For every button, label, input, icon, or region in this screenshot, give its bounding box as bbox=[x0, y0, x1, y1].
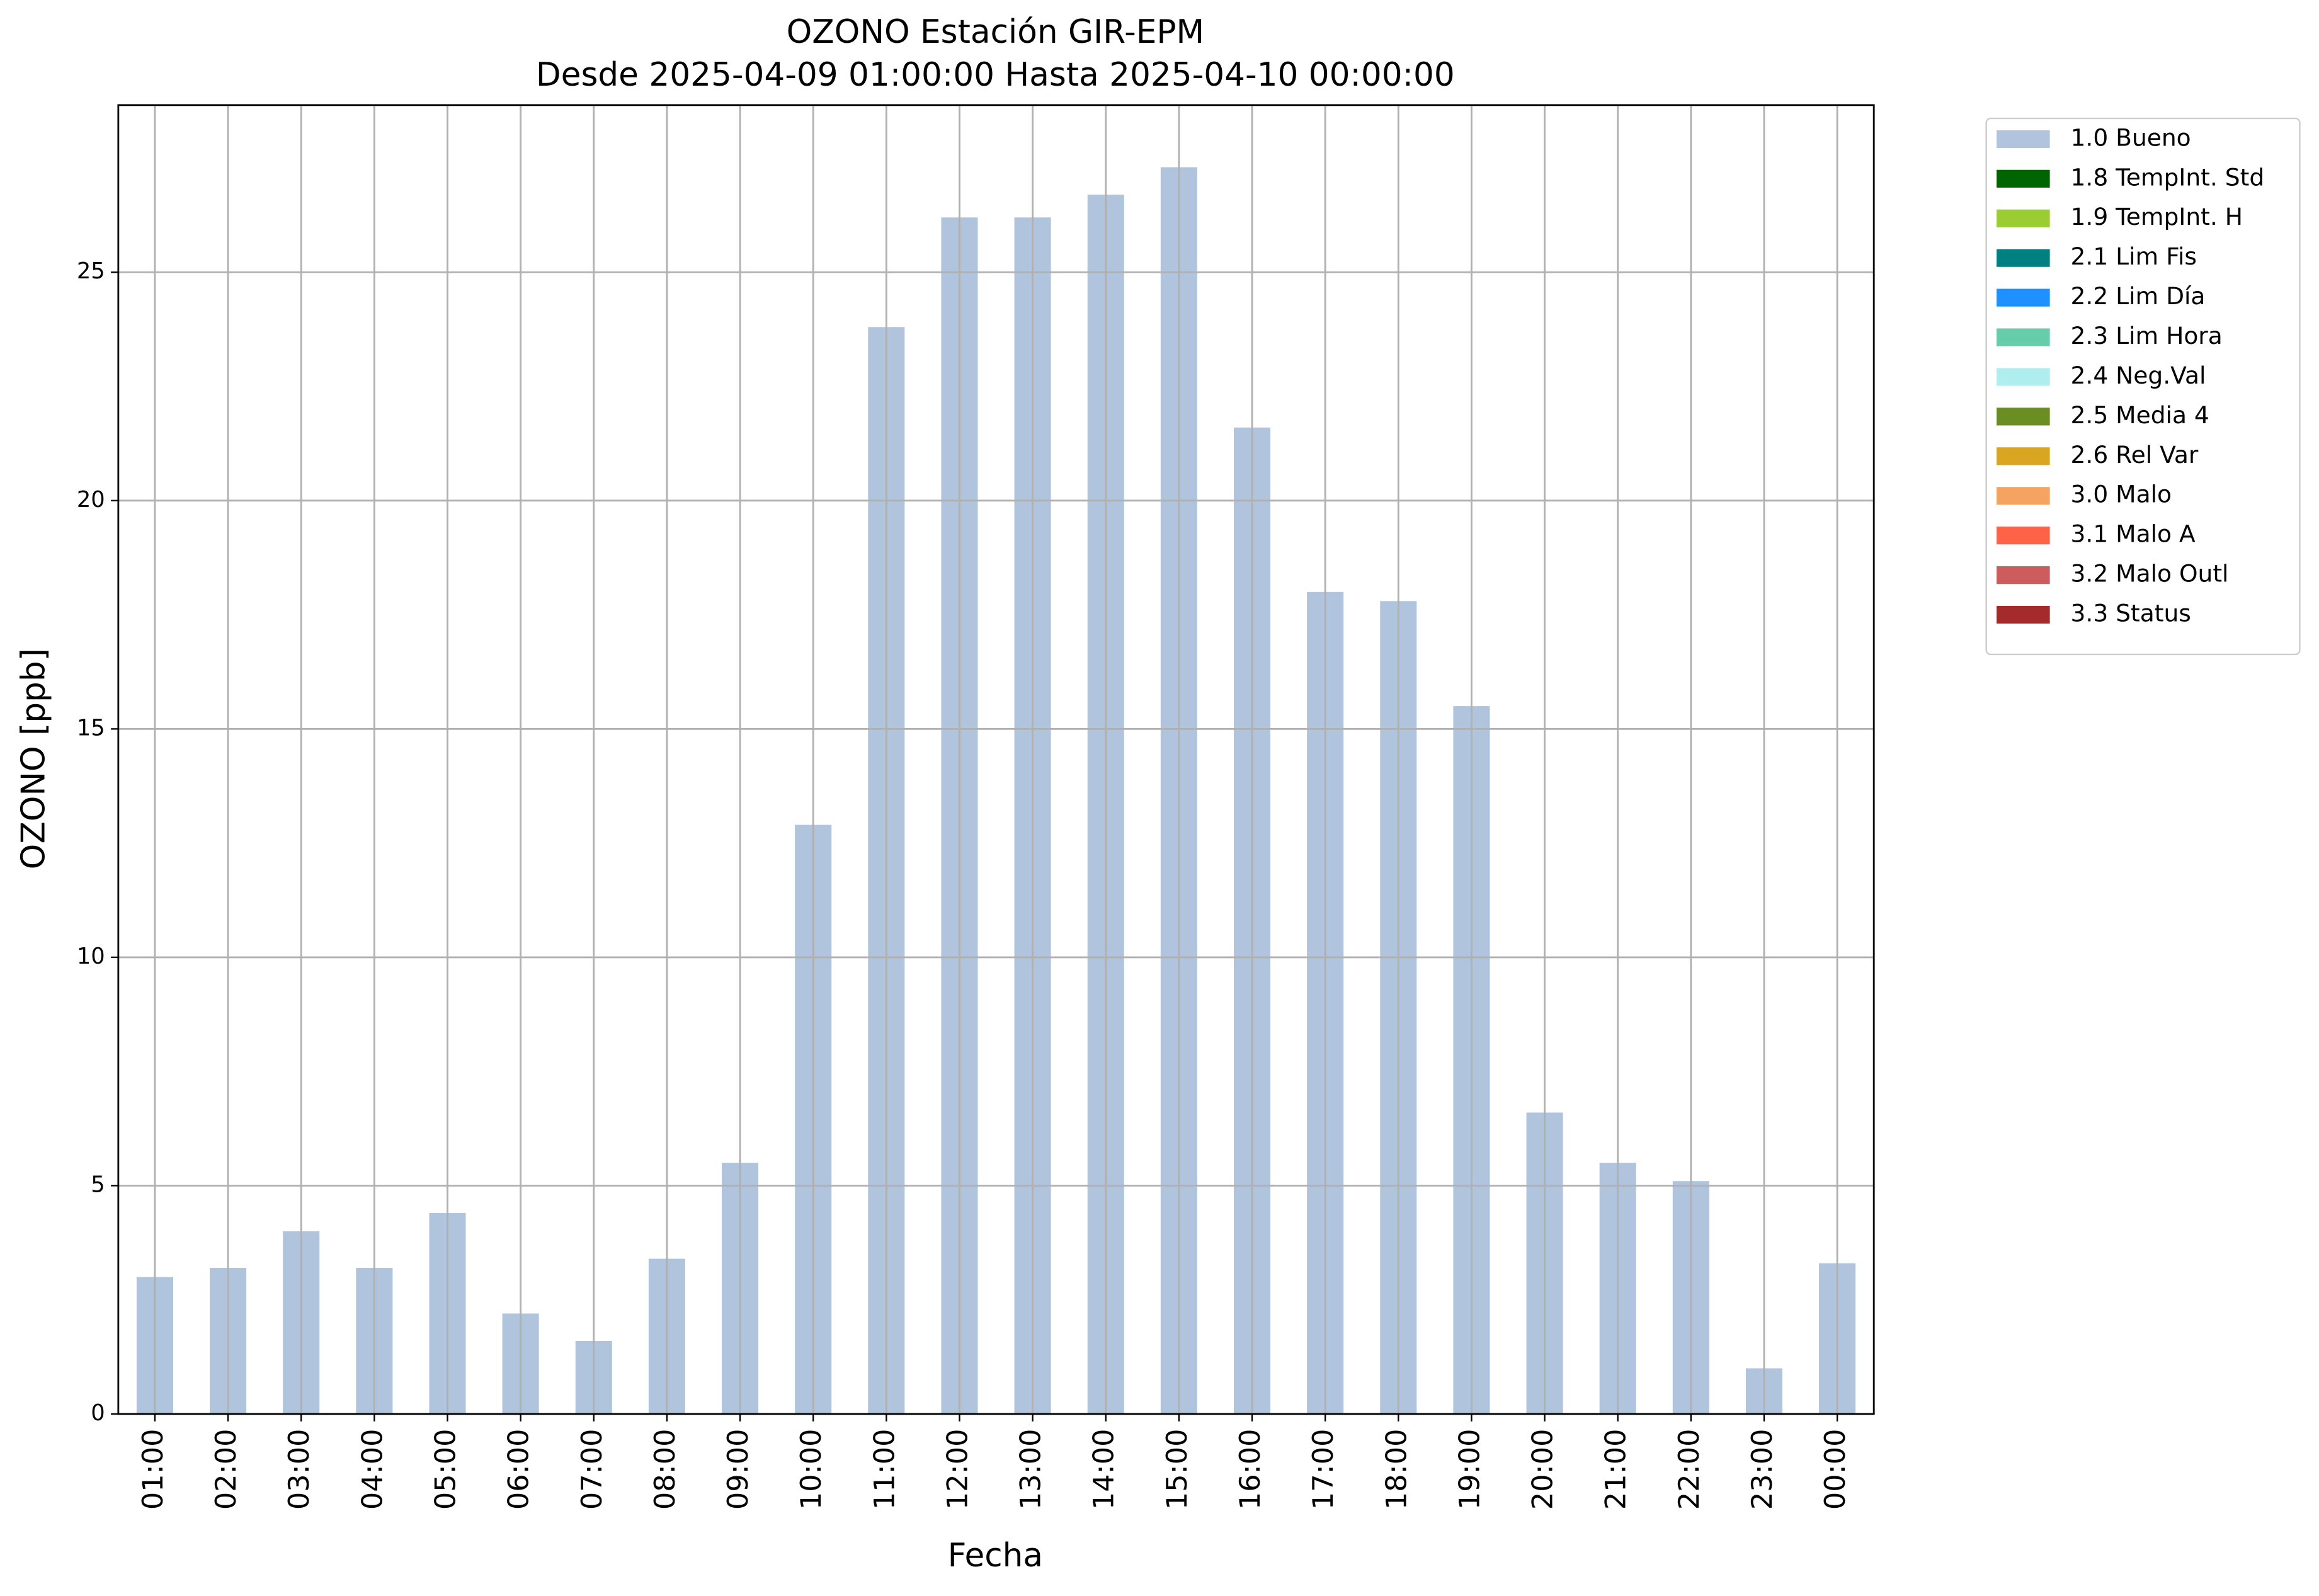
x-tick-label: 17:00 bbox=[1307, 1429, 1340, 1510]
legend-swatch bbox=[1997, 566, 2050, 584]
y-tick-label: 5 bbox=[91, 1171, 105, 1197]
x-tick-label: 18:00 bbox=[1380, 1429, 1413, 1510]
legend-swatch bbox=[1997, 130, 2050, 148]
x-tick-label: 13:00 bbox=[1015, 1429, 1047, 1510]
x-tick-label: 03:00 bbox=[283, 1429, 316, 1510]
x-tick-label: 12:00 bbox=[941, 1429, 974, 1510]
legend-label: 1.9 TempInt. H bbox=[2071, 203, 2243, 231]
legend-label: 3.0 Malo bbox=[2071, 481, 2172, 508]
legend-label: 1.0 Bueno bbox=[2071, 123, 2191, 151]
legend-swatch bbox=[1997, 527, 2050, 545]
y-tick-label: 10 bbox=[77, 943, 105, 969]
y-tick-label: 0 bbox=[91, 1400, 105, 1426]
legend-swatch bbox=[1997, 408, 2050, 426]
y-tick-label: 20 bbox=[77, 487, 105, 513]
legend-label: 1.8 TempInt. Std bbox=[2071, 163, 2265, 191]
x-tick-label: 06:00 bbox=[503, 1429, 535, 1510]
x-tick-label: 01:00 bbox=[137, 1429, 169, 1510]
x-tick-label: 14:00 bbox=[1088, 1429, 1120, 1510]
x-tick-label: 00:00 bbox=[1819, 1429, 1852, 1510]
x-tick-label: 21:00 bbox=[1600, 1429, 1632, 1510]
chart-title: OZONO Estación GIR-EPM bbox=[787, 13, 1204, 51]
legend-label: 2.4 Neg.Val bbox=[2071, 362, 2206, 389]
legend-swatch bbox=[1997, 209, 2050, 227]
legend-swatch bbox=[1997, 288, 2050, 307]
legend-label: 2.3 Lim Hora bbox=[2071, 322, 2223, 350]
x-tick-label: 16:00 bbox=[1234, 1429, 1267, 1510]
legend-swatch bbox=[1997, 249, 2050, 267]
x-tick-label: 19:00 bbox=[1453, 1429, 1486, 1510]
x-tick-label: 20:00 bbox=[1527, 1429, 1559, 1510]
legend-label: 3.2 Malo Outl bbox=[2071, 560, 2229, 588]
y-axis-label: OZONO [ppb] bbox=[14, 648, 52, 869]
x-tick-label: 08:00 bbox=[649, 1429, 681, 1510]
legend-label: 3.1 Malo A bbox=[2071, 520, 2196, 548]
legend-swatch bbox=[1997, 368, 2050, 386]
x-tick-label: 23:00 bbox=[1746, 1429, 1779, 1510]
x-tick-label: 22:00 bbox=[1673, 1429, 1706, 1510]
y-tick-label: 15 bbox=[77, 715, 105, 741]
legend-label: 2.6 Rel Var bbox=[2071, 441, 2199, 469]
legend-swatch bbox=[1997, 447, 2050, 465]
legend-label: 2.5 Media 4 bbox=[2071, 401, 2209, 429]
x-tick-label: 07:00 bbox=[576, 1429, 608, 1510]
plot-frame bbox=[117, 104, 1875, 1415]
legend-swatch bbox=[1997, 487, 2050, 505]
chart-subtitle: Desde 2025-04-09 01:00:00 Hasta 2025-04-… bbox=[536, 56, 1455, 94]
legend-box bbox=[1985, 117, 2301, 656]
legend-label: 2.2 Lim Día bbox=[2071, 282, 2206, 310]
legend-swatch bbox=[1997, 169, 2050, 188]
x-tick-label: 02:00 bbox=[210, 1429, 242, 1510]
x-tick-label: 04:00 bbox=[356, 1429, 389, 1510]
x-tick-label: 05:00 bbox=[429, 1429, 462, 1510]
legend-label: 2.1 Lim Fis bbox=[2071, 242, 2197, 270]
x-tick-label: 15:00 bbox=[1161, 1429, 1194, 1510]
x-tick-label: 10:00 bbox=[795, 1429, 828, 1510]
legend-swatch bbox=[1997, 328, 2050, 346]
y-tick-label: 25 bbox=[77, 258, 105, 284]
x-axis-label: Fecha bbox=[948, 1537, 1043, 1575]
legend-label: 3.3 Status bbox=[2071, 600, 2191, 627]
legend-swatch bbox=[1997, 605, 2050, 624]
x-tick-label: 11:00 bbox=[868, 1429, 901, 1510]
x-tick-label: 09:00 bbox=[722, 1429, 755, 1510]
